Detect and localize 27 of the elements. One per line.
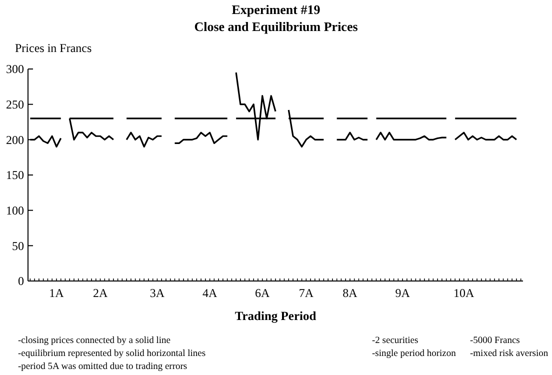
x-axis-title: Trading Period bbox=[234, 309, 316, 323]
y-tick-label: 300 bbox=[6, 62, 24, 76]
text: -equilibrium represented by solid horizontal lines bbox=[18, 349, 206, 359]
text: -period 5A was omitted due to trading errors bbox=[18, 362, 188, 372]
y-axis-title: Prices in Francs bbox=[15, 41, 92, 55]
text: -2 securities bbox=[372, 336, 418, 346]
x-tick-label: 10A bbox=[454, 286, 475, 300]
y-tick-label: 250 bbox=[6, 98, 24, 112]
x-tick-label: 1A bbox=[49, 286, 64, 300]
x-tick-label: 3A bbox=[150, 286, 165, 300]
x-tick-label: 4A bbox=[202, 286, 218, 300]
x-tick-label: 9A bbox=[395, 286, 410, 300]
y-tick-label: 150 bbox=[6, 168, 24, 182]
x-tick-label: 8A bbox=[342, 286, 358, 300]
y-tick-label: 100 bbox=[6, 204, 24, 218]
y-tick-label: 50 bbox=[12, 238, 24, 253]
y-tick-label: 200 bbox=[6, 132, 24, 147]
text: -single period horizon bbox=[372, 349, 456, 359]
text: -closing prices connected by a solid line bbox=[18, 336, 170, 346]
chart-title: Experiment #19 bbox=[232, 2, 321, 17]
x-tick-label: 7A bbox=[298, 286, 314, 300]
y-tick-label: 0 bbox=[18, 274, 24, 288]
x-tick-label: 6A bbox=[255, 286, 270, 300]
x-tick-label: 2A bbox=[92, 286, 108, 300]
chart-subtitle: Close and Equilibrium Prices bbox=[194, 19, 358, 34]
text: -5000 Francs bbox=[470, 336, 520, 346]
text: -mixed risk aversion bbox=[470, 349, 548, 359]
